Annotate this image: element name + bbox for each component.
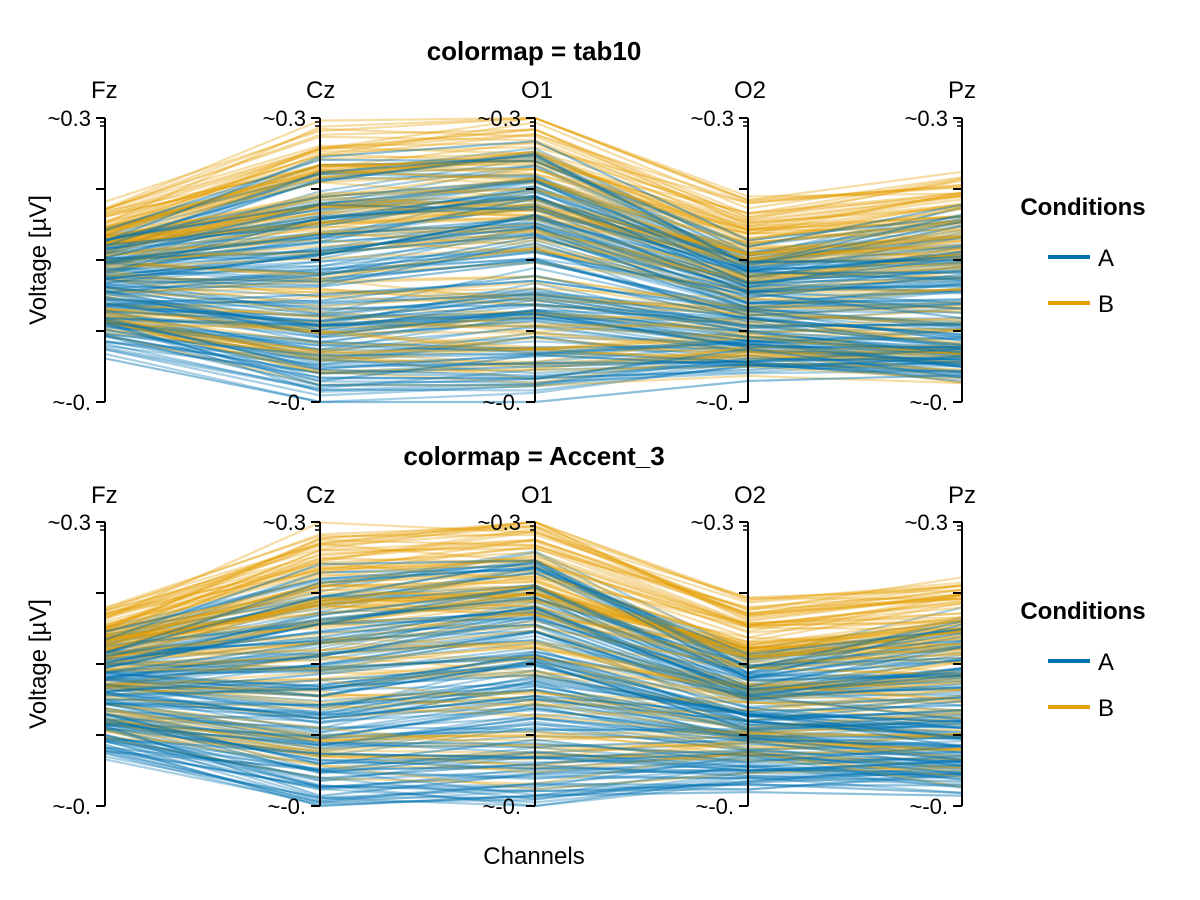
channel-axis-O1: O1~0.3 ~-0. [478,77,553,415]
legend-label-A: A [1098,245,1114,272]
tick-label-bottom: ~-0. [482,794,521,819]
channel-axis-Cz: Cz~0.3 ~-0. [263,482,336,819]
tick-label-top: ~0.3 [905,510,948,535]
tick-label-top: ~0.3 [691,510,734,535]
channel-label: Cz [306,482,335,509]
legend-label-B: B [1098,291,1114,318]
panel-title: colormap = tab10 [427,36,642,66]
tick-label-bottom: ~-0. [909,390,948,415]
legend: Conditions AB [1020,194,1145,318]
channel-axis-O2: O2~0.3 ~-0. [691,482,766,819]
y-axis-label: Voltage [µV] [25,195,52,325]
legend-label-B: B [1098,695,1114,722]
legend-title: Conditions [1020,194,1145,221]
tick-label-bottom: ~-0. [52,794,91,819]
legend-label-A: A [1098,649,1114,676]
channel-label: Pz [948,77,976,104]
channel-label: O2 [734,77,766,104]
tick-label-top: ~0.3 [263,106,306,131]
tick-label-top: ~0.3 [905,106,948,131]
channel-axis-O2: O2~0.3 ~-0. [691,77,766,415]
panel-title: colormap = Accent_3 [403,441,664,471]
channel-label: Fz [91,77,118,104]
x-axis-label: Channels [483,843,584,870]
tick-label-top: ~0.3 [48,510,91,535]
channel-axis-Pz: Pz~0.3 ~-0. [905,482,976,819]
tick-label-bottom: ~-0. [909,794,948,819]
channel-axis-O1: O1~0.3 ~-0. [478,482,553,819]
tick-label-top: ~0.3 [691,106,734,131]
channel-label: Pz [948,482,976,509]
tick-label-top: ~0.3 [478,510,521,535]
channel-label: O2 [734,482,766,509]
tick-label-bottom: ~-0. [267,390,306,415]
tick-label-bottom: ~-0. [52,390,91,415]
tick-label-bottom: ~-0. [695,794,734,819]
y-axis-label: Voltage [µV] [25,599,52,729]
tick-label-top: ~0.3 [48,106,91,131]
channel-axis-Fz: Fz~0.3 ~-0. [48,77,118,415]
legend-title: Conditions [1020,598,1145,625]
channel-label: Fz [91,482,118,509]
channel-label: O1 [521,482,553,509]
channel-label: O1 [521,77,553,104]
channel-axis-Fz: Fz~0.3 ~-0. [48,482,118,819]
tick-label-top: ~0.3 [263,510,306,535]
tick-label-bottom: ~-0. [482,390,521,415]
tick-label-bottom: ~-0. [267,794,306,819]
tick-label-top: ~0.3 [478,106,521,131]
channel-axis-Cz: Cz~0.3 ~-0. [263,77,336,415]
legend: Conditions AB [1020,598,1145,722]
tick-label-bottom: ~-0. [695,390,734,415]
channel-axis-Pz: Pz~0.3 ~-0. [905,77,976,415]
channel-label: Cz [306,77,335,104]
